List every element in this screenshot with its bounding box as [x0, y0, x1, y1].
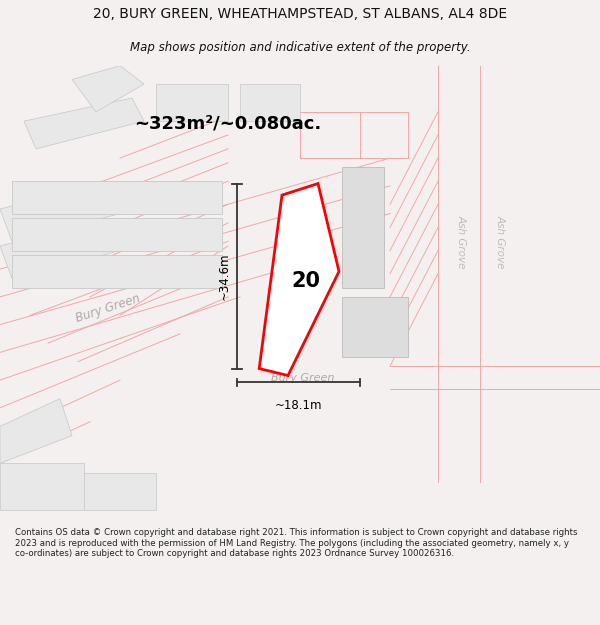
- Text: Ash Grove: Ash Grove: [457, 214, 467, 268]
- Text: Map shows position and indicative extent of the property.: Map shows position and indicative extent…: [130, 41, 470, 54]
- Text: 20, BURY GREEN, WHEATHAMPSTEAD, ST ALBANS, AL4 8DE: 20, BURY GREEN, WHEATHAMPSTEAD, ST ALBAN…: [93, 8, 507, 21]
- Polygon shape: [0, 181, 120, 241]
- Polygon shape: [0, 463, 84, 509]
- Polygon shape: [0, 399, 72, 463]
- Text: ~18.1m: ~18.1m: [275, 399, 322, 412]
- Text: Ash Grove: Ash Grove: [496, 214, 506, 268]
- Polygon shape: [0, 218, 120, 278]
- Polygon shape: [156, 84, 228, 121]
- Text: Bury Green: Bury Green: [271, 372, 335, 382]
- Polygon shape: [84, 472, 156, 509]
- Text: Bury Green: Bury Green: [74, 292, 142, 325]
- Polygon shape: [259, 184, 339, 376]
- Polygon shape: [240, 84, 300, 121]
- Text: Contains OS data © Crown copyright and database right 2021. This information is : Contains OS data © Crown copyright and d…: [15, 528, 577, 558]
- Text: 20: 20: [292, 271, 320, 291]
- Text: ~323m²/~0.080ac.: ~323m²/~0.080ac.: [134, 114, 322, 132]
- Polygon shape: [24, 98, 144, 149]
- Polygon shape: [342, 168, 384, 288]
- Polygon shape: [72, 66, 144, 112]
- Text: ~34.6m: ~34.6m: [217, 253, 230, 300]
- Polygon shape: [342, 297, 408, 357]
- Polygon shape: [12, 181, 222, 214]
- Polygon shape: [12, 218, 222, 251]
- Polygon shape: [12, 255, 222, 288]
